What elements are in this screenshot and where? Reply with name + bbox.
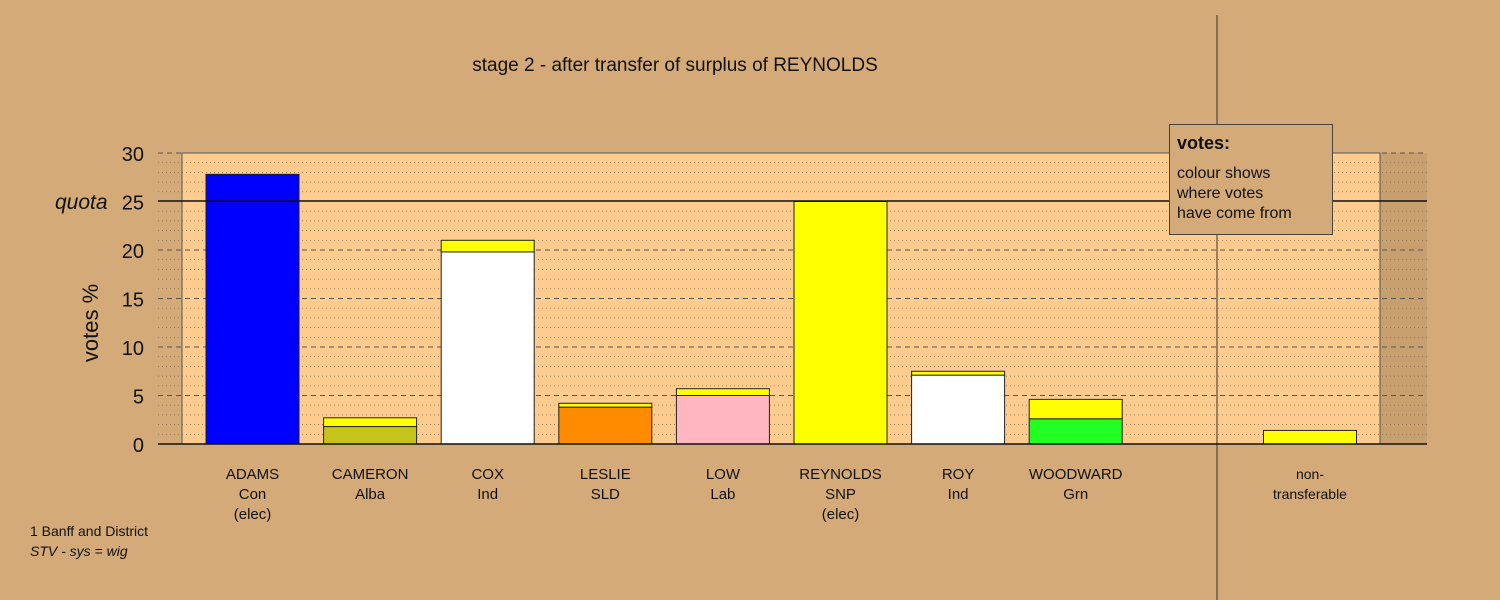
quota-label: quota: [55, 191, 108, 214]
legend-title: votes:: [1177, 133, 1325, 154]
bar-segment: [559, 403, 652, 407]
candidate-name: LOW: [706, 466, 741, 483]
x-axis-labels: ADAMS Con (elec) CAMERON Alba COX Ind LESLIE SLD…: [226, 466, 1347, 523]
candidate-name: COX: [471, 466, 504, 483]
legend-line: where votes: [1177, 184, 1325, 204]
footnote-system: STV - sys = wig: [30, 543, 128, 559]
bar-segment: [912, 375, 1005, 444]
candidate-name: CAMERON: [332, 466, 409, 483]
candidate-party: Alba: [355, 486, 386, 503]
legend-line: colour shows: [1177, 164, 1325, 184]
candidate-party: SNP: [825, 486, 856, 503]
bar-segment: [441, 240, 534, 252]
candidate-status: (elec): [234, 506, 272, 523]
legend-line: have come from: [1177, 204, 1325, 224]
candidate-party: Lab: [710, 486, 735, 503]
candidate-status: (elec): [822, 506, 860, 523]
bar-segment: [324, 418, 417, 427]
candidate-name: WOODWARD: [1029, 466, 1123, 483]
footnote-area: 1 Banff and District: [30, 523, 148, 539]
y-tick-label: 20: [122, 241, 144, 263]
bar-segment: [441, 252, 534, 444]
bar-segment: [206, 174, 299, 444]
candidate-name: LESLIE: [580, 466, 631, 483]
y-tick-label: 10: [122, 338, 144, 360]
y-tick-label: 15: [122, 290, 144, 312]
y-tick-label: 5: [133, 387, 144, 409]
nontransferable-label: non-: [1296, 466, 1324, 482]
candidate-name: REYNOLDS: [799, 466, 882, 483]
bar-segment: [1029, 419, 1122, 444]
chart-title: stage 2 - after transfer of surplus of R…: [472, 55, 878, 76]
y-tick-label: 30: [122, 144, 144, 166]
bar-segment: [794, 202, 887, 445]
candidate-party: Ind: [948, 486, 969, 503]
y-tick-label: 0: [133, 435, 144, 457]
bar-segment: [324, 427, 417, 444]
candidate-name: ROY: [942, 466, 975, 483]
nontransferable-label: transferable: [1273, 486, 1347, 502]
bar-segment: [912, 371, 1005, 375]
bar-segment: [676, 389, 769, 396]
nontransferable-bar: [1264, 430, 1357, 444]
candidate-party: Ind: [477, 486, 498, 503]
candidate-party: Grn: [1063, 486, 1088, 503]
bar-segment: [676, 396, 769, 445]
candidate-party: Con: [239, 486, 267, 503]
bar-segment: [1029, 399, 1122, 418]
candidate-party: SLD: [591, 486, 620, 503]
bar-segment: [559, 407, 652, 444]
y-axis-label: votes %: [78, 284, 103, 362]
y-tick-label: 25: [122, 193, 144, 215]
legend-box: votes: colour shows where votes have com…: [1169, 124, 1333, 235]
candidate-name: ADAMS: [226, 466, 279, 483]
y-axis-ticks: 0 5 10 15 20 25 30: [122, 144, 144, 457]
